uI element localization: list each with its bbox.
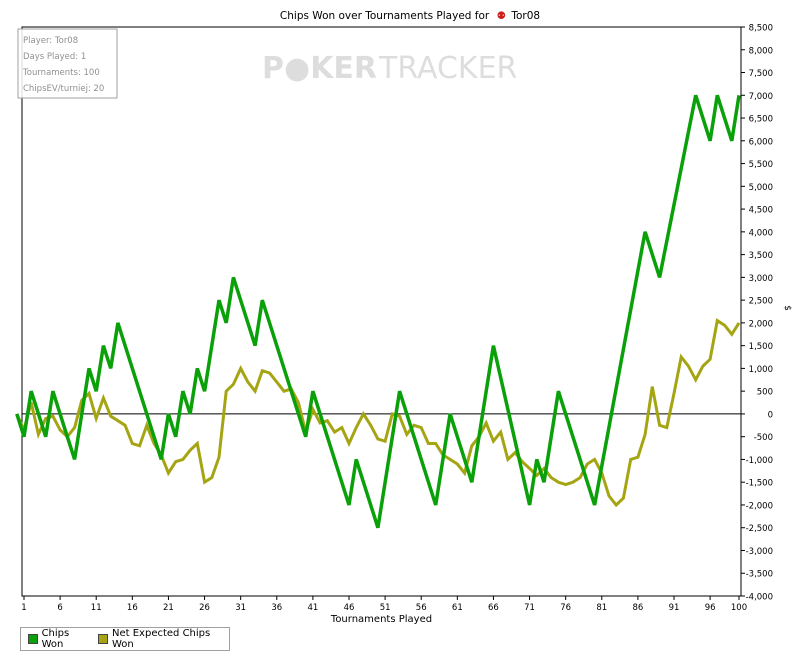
- y-tick-label: 2,500: [749, 297, 773, 307]
- x-tick-label: 86: [632, 603, 643, 613]
- legend: Chips Won Net Expected Chips Won: [20, 627, 230, 651]
- legend-label-chips-won: Chips Won: [41, 628, 70, 650]
- y-tick-label: 8,000: [749, 46, 773, 56]
- y-tick-label: 6,000: [749, 137, 773, 147]
- x-tick-label: 21: [163, 603, 174, 613]
- info-box-line: Tournaments: 100: [22, 68, 100, 78]
- x-tick-label: 96: [705, 603, 716, 613]
- y-tick-label: -3,500: [746, 570, 773, 580]
- x-tick-label: 16: [127, 603, 138, 613]
- y-tick-label: -4,000: [746, 593, 773, 603]
- y-tick-label: 7,000: [749, 92, 773, 102]
- x-tick-label: 51: [380, 603, 391, 613]
- y-tick-label: -2,000: [746, 501, 773, 511]
- x-tick-label: 41: [307, 603, 318, 613]
- chart-title: Chips Won over Tournaments Played for ⚉ …: [280, 10, 540, 22]
- x-tick-label: 36: [271, 603, 282, 613]
- x-axis: 1 6 11 16 21 26 31 36 41 46 51 56 61 66 71 76 81 86 91 96 10…: [21, 596, 747, 613]
- y-tick-label: 8,500: [749, 24, 773, 34]
- y-tick-label: 5,000: [749, 183, 773, 193]
- y-tick-label: 3,000: [749, 274, 773, 284]
- legend-label-net-expected: Net Expected Chips Won: [112, 628, 211, 650]
- info-box: Player: Tor08 Days Played: 1 Tournaments: …: [17, 28, 118, 99]
- x-tick-label: 26: [199, 603, 210, 613]
- y-tick-label: -500: [754, 433, 773, 443]
- y-tick-label: 1,000: [749, 365, 773, 375]
- x-axis-label: Tournaments Played: [330, 614, 432, 625]
- x-tick-label: 31: [235, 603, 246, 613]
- watermark-chip-icon: ●: [284, 51, 310, 86]
- y-tick-label: 4,500: [749, 206, 773, 216]
- y-tick-label: 5,500: [749, 160, 773, 170]
- y-tick-label: 4,000: [749, 228, 773, 238]
- watermark: P●KERTRACKER: [262, 51, 517, 86]
- info-box-line: Days Played: 1: [23, 52, 86, 62]
- svg-text:P●KERTRACKER: P●KERTRACKER: [262, 51, 517, 86]
- plot-area: [21, 26, 742, 597]
- x-tick-label: 71: [524, 603, 535, 613]
- y-tick-label: 3,500: [749, 251, 773, 261]
- x-tick-label: 6: [57, 603, 62, 613]
- series-chips-won: [15, 94, 741, 529]
- x-tick-label: 100: [731, 603, 747, 613]
- x-tick-label: 46: [344, 603, 355, 613]
- y-tick-label: 2,000: [749, 319, 773, 329]
- info-box-line: ChipsEV/turniej: 20: [23, 84, 104, 94]
- x-tick-label: 81: [596, 603, 607, 613]
- legend-item-chips-won[interactable]: Chips Won: [28, 628, 91, 650]
- legend-swatch-chips-won: [28, 634, 38, 644]
- series-net-expected-chips-won: [15, 318, 741, 508]
- x-tick-label: 1: [21, 603, 26, 613]
- x-tick-label: 76: [560, 603, 571, 613]
- legend-item-net-expected[interactable]: Net Expected Chips Won: [98, 628, 229, 650]
- y-tick-label: 500: [757, 388, 773, 398]
- series-group: [15, 94, 741, 529]
- y-tick-label: 1,500: [749, 342, 773, 352]
- poker-tracker-icon: ⚉: [497, 10, 506, 22]
- y-tick-label: -2,500: [746, 524, 773, 534]
- x-tick-label: 11: [91, 603, 102, 613]
- y-axis-label: $: [782, 305, 792, 311]
- info-box-line: Player: Tor08: [23, 36, 78, 46]
- x-tick-label: 91: [669, 603, 680, 613]
- y-tick-label: 6,500: [749, 115, 773, 125]
- x-tick-label: 61: [452, 603, 463, 613]
- info-box-frame: [17, 28, 118, 99]
- y-tick-label: -1,500: [746, 479, 773, 489]
- y-tick-label: -1,000: [746, 456, 773, 466]
- y-tick-label: 0: [768, 410, 773, 420]
- x-tick-label: 66: [488, 603, 499, 613]
- y-axis: -4,000 -3,500 -3,000 -2,500 -2,000 -1,500 -1,0…: [741, 24, 773, 603]
- legend-swatch-net-expected: [98, 634, 108, 644]
- y-tick-label: 7,500: [749, 69, 773, 79]
- y-tick-label: -3,000: [746, 547, 773, 557]
- x-tick-label: 56: [416, 603, 427, 613]
